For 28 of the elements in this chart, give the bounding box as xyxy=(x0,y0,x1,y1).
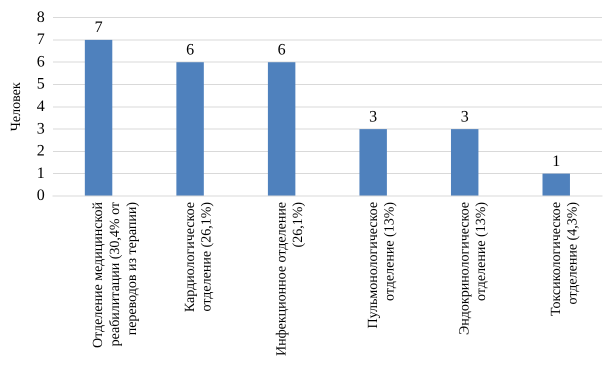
bar xyxy=(542,174,570,196)
y-tick-label: 3 xyxy=(36,120,45,138)
data-label: 6 xyxy=(278,41,286,58)
y-tick-label: 7 xyxy=(36,31,45,48)
x-tick-label: Кардиологическое отделение (26,1%) xyxy=(182,202,215,312)
bar xyxy=(176,62,204,196)
x-tick-label: Эндокринологическое отделение (13%) xyxy=(457,202,490,335)
x-tick-label: Пульмонологическое отделение (13%) xyxy=(366,202,398,329)
data-label: 7 xyxy=(94,19,103,36)
y-tick-label: 0 xyxy=(36,187,45,204)
y-tick-label: 2 xyxy=(36,142,45,160)
x-tick-label: Инфекционное отделение (26,1%) xyxy=(274,202,306,356)
bar xyxy=(359,129,387,196)
data-label: 3 xyxy=(460,108,469,126)
y-tick-label: 5 xyxy=(36,76,45,93)
bar xyxy=(268,62,296,196)
y-tick-label: 6 xyxy=(36,53,45,70)
y-axis-title: Человек xyxy=(9,82,24,132)
bar xyxy=(450,129,478,196)
bar xyxy=(84,40,112,196)
x-tick-label: Отделение медицинской реабилитации (30,4% от переводов из терапии) xyxy=(91,201,140,348)
x-tick-label: Токсикологическое отделение (4,3%) xyxy=(548,202,581,316)
y-tick-label: 4 xyxy=(36,98,45,115)
data-label: 6 xyxy=(186,41,194,58)
y-tick-label: 8 xyxy=(36,8,45,26)
y-tick-label: 1 xyxy=(36,164,45,182)
data-label: 3 xyxy=(369,108,378,126)
data-label: 1 xyxy=(552,152,560,170)
